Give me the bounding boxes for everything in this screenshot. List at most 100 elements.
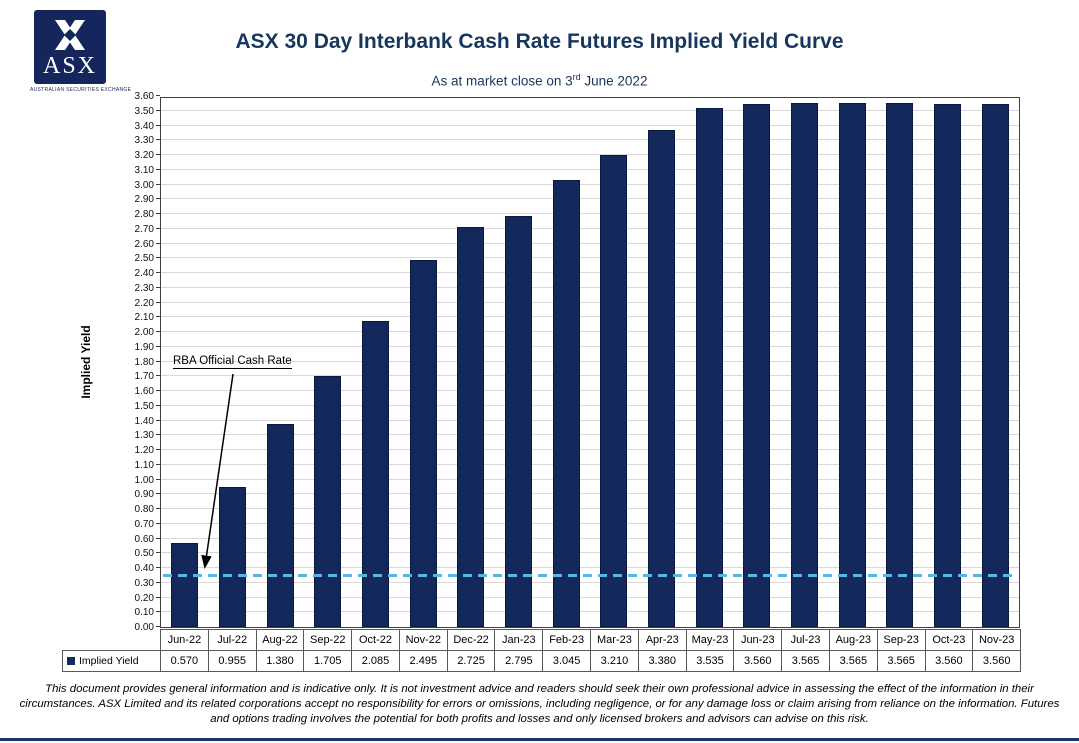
x-axis-label: Jul-23: [781, 629, 830, 651]
y-tick-label: 2.20: [134, 297, 154, 309]
y-tick-label: 1.00: [134, 474, 154, 486]
bar-slot: [924, 98, 972, 627]
y-tick-mark: [156, 567, 160, 568]
gridline: [161, 286, 1019, 288]
y-tick-mark: [156, 360, 160, 362]
y-tick-label: 2.60: [134, 238, 154, 250]
y-tick-mark: [156, 434, 160, 436]
bar-slot: [638, 98, 686, 627]
y-tick-label: 2.00: [134, 327, 154, 338]
y-tick-label: 3.10: [134, 164, 154, 176]
x-axis-label: Jun-23: [733, 629, 783, 651]
rba-cash-rate-line: [163, 573, 1017, 577]
y-tick-label: 0.10: [134, 607, 154, 619]
x-axis-label: Aug-22: [255, 629, 305, 651]
bottom-rule: [0, 738, 1079, 741]
y-tick-label: 1.20: [134, 445, 154, 456]
x-axis-label: Sep-22: [303, 629, 353, 651]
bar-slot: [733, 98, 781, 627]
y-tick-label: 1.90: [134, 341, 154, 353]
y-tick-label: 3.20: [134, 150, 154, 161]
y-tick-mark: [156, 183, 160, 185]
bar-slot: [781, 98, 829, 627]
y-tick-mark: [156, 552, 160, 554]
y-tick-mark: [156, 316, 160, 318]
bar-Oct-23: [934, 103, 962, 627]
gridline: [161, 552, 1019, 554]
y-tick-label: 3.40: [134, 120, 154, 132]
y-tick-label: 0.70: [134, 518, 154, 530]
table-value: 3.560: [733, 650, 783, 672]
y-tick-mark: [156, 227, 160, 229]
bar-May-23: [695, 107, 723, 627]
y-tick-label: 3.00: [134, 179, 154, 191]
gridlines: [156, 95, 1019, 627]
gridline: [161, 434, 1019, 436]
y-tick-mark: [156, 272, 160, 273]
table-value: 3.560: [924, 650, 974, 672]
bar-slot: [971, 98, 1019, 627]
bar-Jun-23: [743, 103, 771, 627]
asx-logo-text: ASX: [42, 52, 97, 79]
bar-slot: [590, 98, 638, 627]
table-value: 1.380: [255, 650, 305, 672]
gridline: [161, 449, 1019, 450]
table-value: 3.210: [590, 650, 639, 672]
bar-Jun-22: [171, 543, 199, 627]
y-tick-label: 2.90: [134, 194, 154, 206]
gridline: [161, 272, 1019, 273]
table-value: 3.565: [876, 650, 926, 672]
y-tick-mark: [156, 139, 160, 141]
y-tick-mark: [156, 493, 160, 495]
y-tick-label: 3.50: [134, 105, 154, 117]
gridline: [161, 109, 1019, 111]
gridline: [161, 419, 1019, 421]
y-tick-label: 2.50: [134, 253, 154, 265]
bar-slot: [685, 98, 733, 627]
y-tick-mark: [156, 95, 160, 96]
y-tick-mark: [156, 419, 160, 421]
table-value: 1.705: [303, 650, 353, 672]
y-tick-label: 2.80: [134, 209, 154, 220]
page-title: ASX 30 Day Interbank Cash Rate Futures I…: [235, 30, 844, 53]
bar-slot: [256, 98, 304, 627]
subtitle-prefix: As at market close on 3: [431, 73, 573, 89]
y-tick-mark: [156, 449, 160, 450]
gridline: [161, 390, 1019, 391]
y-tick-mark: [156, 242, 160, 244]
plot-area: RBA Official Cash Rate: [156, 95, 1020, 628]
gridline: [161, 404, 1019, 406]
y-tick-mark: [156, 331, 160, 332]
bar-slot: [447, 98, 495, 627]
bar-slot: [161, 98, 209, 627]
legend-label: Implied Yield: [79, 655, 139, 667]
table-value: 0.955: [207, 650, 257, 672]
bar-Apr-23: [648, 130, 676, 627]
value-row: Implied Yield 0.570 0.955 1.380 1.705 2.085 2…: [62, 650, 1022, 672]
x-axis-label: Jun-22: [160, 629, 209, 651]
y-tick-label: 0.50: [134, 548, 154, 560]
gridline: [161, 508, 1019, 509]
asx-logo: ASX AUSTRALIAN SECURITIES EXCHANGE: [30, 10, 131, 93]
y-tick-mark: [156, 611, 160, 613]
y-tick-label: 0.60: [134, 533, 154, 545]
bar-slot: [542, 98, 590, 627]
gridline: [161, 257, 1019, 259]
bar-slot: [304, 98, 352, 627]
bar-slot: [495, 98, 543, 627]
y-tick-mark: [156, 213, 160, 214]
gridline: [161, 242, 1019, 244]
y-tick-label: 1.80: [134, 356, 154, 368]
gridline: [161, 154, 1019, 155]
table-value: 3.045: [542, 650, 592, 672]
y-tick-label: 1.60: [134, 386, 154, 397]
gridline: [161, 611, 1019, 613]
x-axis-label: Jan-23: [494, 629, 544, 651]
table-value: 2.795: [494, 650, 544, 672]
x-axis-label: Mar-23: [590, 629, 639, 651]
y-tick-mark: [156, 345, 160, 347]
y-tick-label: 3.60: [134, 91, 154, 102]
y-tick-label: 2.40: [134, 268, 154, 279]
bar-Mar-23: [600, 155, 628, 627]
